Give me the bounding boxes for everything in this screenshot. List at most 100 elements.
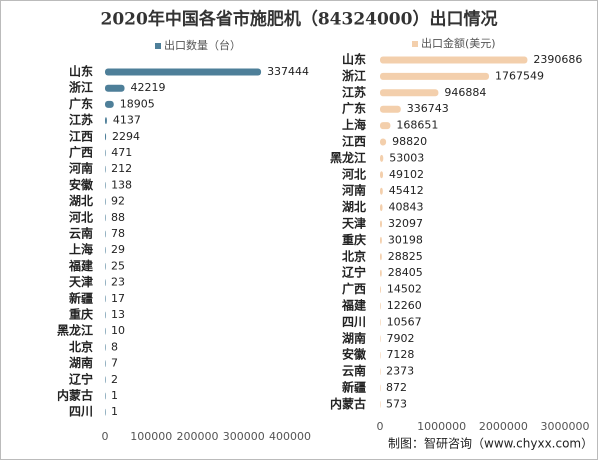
bar [105, 279, 106, 287]
y-tick-label: 河北 [341, 166, 366, 181]
x-tick-label: 1000000 [417, 420, 466, 433]
value-label: 8 [111, 340, 118, 353]
value-label: 7 [111, 357, 118, 370]
bar [105, 327, 106, 335]
value-label: 23 [111, 276, 125, 289]
bar [105, 392, 106, 400]
y-tick-label: 重庆 [342, 232, 366, 247]
value-label: 40843 [389, 201, 424, 214]
bar [380, 154, 384, 162]
value-label: 1767549 [495, 69, 544, 82]
value-label: 88 [111, 211, 125, 224]
x-tick-label: 0 [377, 420, 384, 433]
bar [380, 187, 383, 195]
value-label: 337444 [267, 65, 309, 78]
value-label: 10567 [387, 315, 422, 328]
y-tick-label: 河南 [341, 183, 366, 198]
bar [380, 56, 528, 64]
value-label: 1 [111, 405, 118, 418]
bar [380, 122, 391, 130]
bar [105, 165, 106, 173]
value-label: 10 [111, 324, 125, 337]
bar [105, 262, 106, 270]
legend-swatch [155, 43, 161, 49]
y-tick-label: 上海 [342, 117, 366, 132]
y-tick-label: 安徽 [342, 347, 367, 362]
bar [380, 220, 382, 228]
chart-title: 2020年中国各省市施肥机（84324000）出口情况 [101, 9, 498, 30]
legend-swatch [412, 41, 418, 47]
y-tick-label: 云南 [69, 226, 93, 241]
bar [105, 246, 106, 254]
bar [105, 311, 106, 319]
bar [380, 384, 381, 392]
value-label: 168651 [396, 119, 438, 132]
value-label: 92 [111, 195, 125, 208]
y-tick-label: 江苏 [69, 112, 93, 127]
value-label: 28405 [388, 266, 423, 279]
value-label: 18905 [120, 97, 155, 110]
value-label: 78 [111, 227, 125, 240]
bar [105, 295, 106, 303]
bar [380, 351, 381, 359]
bar [380, 318, 381, 326]
y-tick-label: 广西 [342, 281, 366, 296]
value-label: 471 [111, 146, 132, 159]
y-tick-label: 湖南 [342, 330, 366, 345]
y-tick-label: 四川 [342, 315, 366, 329]
y-tick-label: 新疆 [342, 380, 366, 395]
value-label: 212 [111, 162, 132, 175]
y-tick-label: 广东 [342, 101, 366, 116]
value-label: 2 [111, 373, 118, 386]
y-tick-label: 北京 [342, 248, 366, 263]
x-tick-label: 400000 [269, 430, 311, 443]
bar [105, 376, 106, 384]
bar [105, 214, 106, 222]
bar [105, 408, 106, 416]
bar [105, 84, 125, 92]
y-tick-label: 福建 [68, 258, 94, 273]
value-label: 1 [111, 389, 118, 402]
y-tick-label: 湖北 [69, 193, 93, 208]
y-tick-label: 河北 [68, 209, 93, 224]
y-tick-label: 上海 [69, 242, 93, 257]
bar [380, 72, 489, 80]
value-label: 45412 [389, 184, 424, 197]
bar [105, 133, 107, 141]
bar [380, 236, 382, 244]
value-label: 29 [111, 243, 125, 256]
bar [105, 117, 107, 125]
value-label: 946884 [444, 86, 486, 99]
value-label: 2390686 [533, 53, 582, 66]
bar [380, 138, 387, 146]
x-tick-label: 2000000 [479, 420, 528, 433]
value-label: 53003 [389, 151, 424, 164]
legend-label: 出口数量（台） [164, 38, 241, 52]
bar [380, 302, 381, 310]
bar [105, 230, 106, 238]
y-tick-label: 浙江 [342, 68, 366, 83]
y-tick-label: 重庆 [69, 307, 93, 322]
bar [105, 68, 262, 76]
y-tick-label: 天津 [69, 274, 93, 289]
y-tick-label: 浙江 [69, 80, 93, 95]
bar [380, 204, 383, 212]
y-tick-label: 江西 [69, 128, 93, 143]
bar [105, 343, 106, 351]
x-tick-label: 100000 [130, 430, 172, 443]
value-label: 98820 [392, 135, 427, 148]
y-tick-label: 广东 [69, 96, 93, 111]
value-label: 138 [111, 178, 132, 191]
bar [105, 181, 106, 189]
y-tick-label: 内蒙古 [330, 396, 366, 411]
bar [105, 360, 106, 368]
y-tick-label: 福建 [341, 298, 367, 313]
y-tick-label: 江苏 [342, 84, 366, 99]
source: 制图：智研咨询（www.chyxx.com） [388, 436, 593, 451]
y-tick-label: 安徽 [69, 177, 94, 192]
y-tick-label: 湖南 [69, 355, 93, 370]
value-label: 872 [386, 381, 407, 394]
y-tick-label: 湖北 [342, 199, 366, 214]
